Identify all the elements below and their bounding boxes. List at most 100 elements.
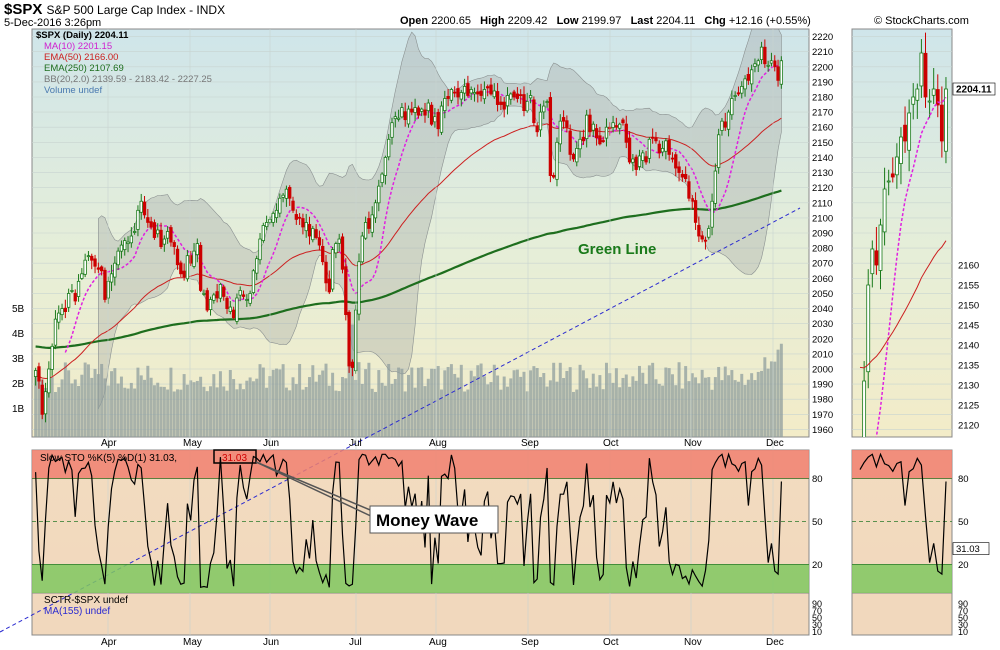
volume-bar xyxy=(482,376,486,437)
volume-tick-label: 3B xyxy=(12,354,25,365)
candle-body xyxy=(321,245,325,263)
volume-bar xyxy=(119,376,123,437)
candle-body xyxy=(363,222,368,239)
candle-body xyxy=(344,266,348,315)
legend-price: $SPX (Daily) 2204.11 xyxy=(36,30,129,41)
volume-bar xyxy=(360,383,364,437)
mini-sctr-tick-label: 30 xyxy=(958,620,968,630)
high-label: High xyxy=(480,15,505,27)
volume-bar xyxy=(212,374,216,437)
volume-bar xyxy=(344,378,348,437)
mini-y-tick-label: 2125 xyxy=(958,401,979,412)
volume-bar xyxy=(304,387,308,437)
candle-body xyxy=(80,273,84,279)
mini-sctr-panel-bg xyxy=(851,592,953,636)
volume-bar xyxy=(182,374,186,437)
volume-bar xyxy=(700,369,704,437)
volume-bar xyxy=(558,362,562,437)
money-wave-pointer xyxy=(255,461,376,513)
mini-candle-body xyxy=(894,156,899,176)
mini-sto-line xyxy=(859,452,947,576)
candle-body xyxy=(255,258,259,274)
x-tick-label: Jul xyxy=(349,438,362,449)
candle-body xyxy=(380,173,384,183)
volume-bar xyxy=(443,370,447,437)
volume-bar xyxy=(255,378,259,437)
candle-body xyxy=(449,89,454,101)
volume-bar xyxy=(453,373,457,437)
x-tick-label-bottom: Oct xyxy=(603,637,619,648)
volume-bar xyxy=(37,372,41,437)
volume-bar xyxy=(756,371,760,437)
y-tick-label: 2070 xyxy=(812,259,833,270)
volume-bar xyxy=(529,370,533,437)
y-tick-label: 2060 xyxy=(812,274,833,285)
ema250-line xyxy=(35,189,782,349)
volume-bar xyxy=(251,381,255,437)
candle-body xyxy=(726,111,731,130)
candle-body xyxy=(334,243,338,254)
volume-bar xyxy=(152,385,156,437)
candle-body xyxy=(387,138,391,158)
y-tick-label: 2120 xyxy=(812,183,833,194)
candle-body xyxy=(545,101,549,103)
candle-body xyxy=(149,221,153,228)
volume-bar xyxy=(321,370,325,437)
candle-body xyxy=(291,200,295,211)
volume-bar xyxy=(430,368,434,437)
candle-body xyxy=(489,84,493,95)
mini-candle-body xyxy=(903,124,907,142)
candle-body xyxy=(47,368,51,394)
mini-candle-body xyxy=(927,100,932,103)
volume-bar xyxy=(291,377,295,437)
candle-body xyxy=(429,104,434,125)
volume-bar xyxy=(400,368,404,437)
candle-body xyxy=(225,297,229,309)
candle-body xyxy=(733,95,737,97)
candle-body xyxy=(756,60,760,66)
candle-body xyxy=(657,143,661,154)
candle-body xyxy=(740,86,744,94)
mini-candle-body xyxy=(923,52,928,98)
volume-bar xyxy=(651,362,655,437)
candle-body xyxy=(456,88,460,98)
mini-sto-tick-label: 80 xyxy=(958,474,969,485)
volume-bar xyxy=(713,377,717,437)
volume-bar xyxy=(169,367,173,437)
volume-bar xyxy=(202,386,206,437)
volume-bar xyxy=(750,373,754,437)
y-tick-label: 2160 xyxy=(812,123,833,134)
candle-body xyxy=(228,306,232,312)
candle-body xyxy=(413,107,417,113)
volume-bar xyxy=(489,382,493,437)
y-tick-label: 2130 xyxy=(812,168,833,179)
volume-bar xyxy=(506,386,509,437)
volume-bar xyxy=(67,370,71,437)
volume-bar xyxy=(146,365,150,437)
volume-bar xyxy=(492,364,496,437)
candle-body xyxy=(420,108,424,112)
volume-bar xyxy=(743,384,747,437)
x-tick-label: Apr xyxy=(101,438,117,449)
volume-bar xyxy=(133,388,137,437)
chg-value: +12.16 (+0.55%) xyxy=(728,15,811,27)
mini-candle-body xyxy=(882,188,887,233)
candle-body xyxy=(109,273,114,283)
candle-body xyxy=(637,155,642,167)
x-tick-label: Sep xyxy=(521,438,539,449)
volume-bars xyxy=(34,324,783,437)
volume-bar xyxy=(113,368,117,437)
volume-bar xyxy=(690,373,694,437)
volume-bar xyxy=(525,391,529,437)
candle-body xyxy=(70,290,74,292)
volume-bar xyxy=(684,366,688,437)
candle-body xyxy=(159,229,163,247)
x-tick-label-bottom: May xyxy=(183,637,202,648)
volume-bar xyxy=(317,374,321,437)
volume-bar xyxy=(591,373,595,437)
volume-bar xyxy=(410,367,414,437)
candle-body xyxy=(568,130,572,155)
candle-body xyxy=(175,248,180,266)
volume-bar xyxy=(288,390,292,437)
candle-body xyxy=(631,158,635,163)
